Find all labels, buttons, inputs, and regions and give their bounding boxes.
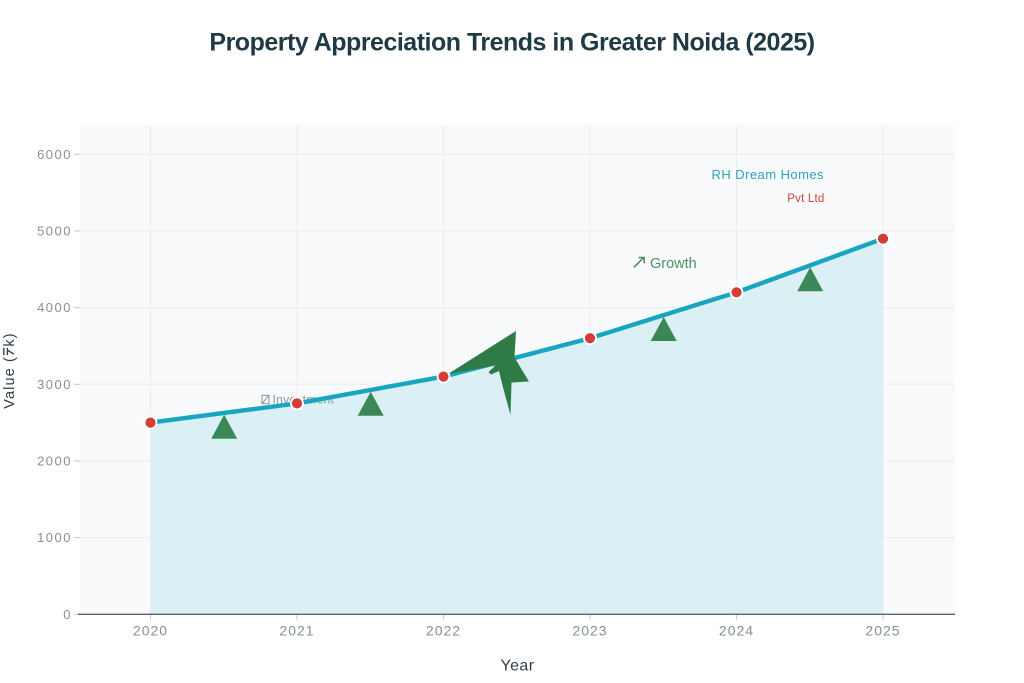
svg-text:3000: 3000 <box>37 377 72 392</box>
svg-text:1000: 1000 <box>37 530 72 545</box>
svg-text:Value (: Value ( <box>2 356 18 409</box>
svg-text:RH Dream Homes: RH Dream Homes <box>712 167 825 182</box>
svg-text:k): k) <box>2 332 18 346</box>
svg-text:2023: 2023 <box>572 623 607 639</box>
svg-text:6000: 6000 <box>37 147 72 162</box>
svg-text:Year: Year <box>501 658 535 675</box>
svg-text:2020: 2020 <box>133 623 168 639</box>
svg-text:0: 0 <box>63 607 72 622</box>
svg-text:2025: 2025 <box>865 623 900 639</box>
svg-text:2021: 2021 <box>279 623 314 639</box>
svg-text:2000: 2000 <box>37 453 72 468</box>
svg-text:Pvt Ltd: Pvt Ltd <box>787 193 824 205</box>
svg-text:5000: 5000 <box>37 223 72 238</box>
svg-text:Growth: Growth <box>650 256 697 272</box>
svg-text:2022: 2022 <box>426 623 461 639</box>
svg-text:Property Appreciation Trends i: Property Appreciation Trends in Greater … <box>209 29 814 57</box>
svg-text:2024: 2024 <box>719 623 754 639</box>
svg-text:4000: 4000 <box>37 300 72 315</box>
